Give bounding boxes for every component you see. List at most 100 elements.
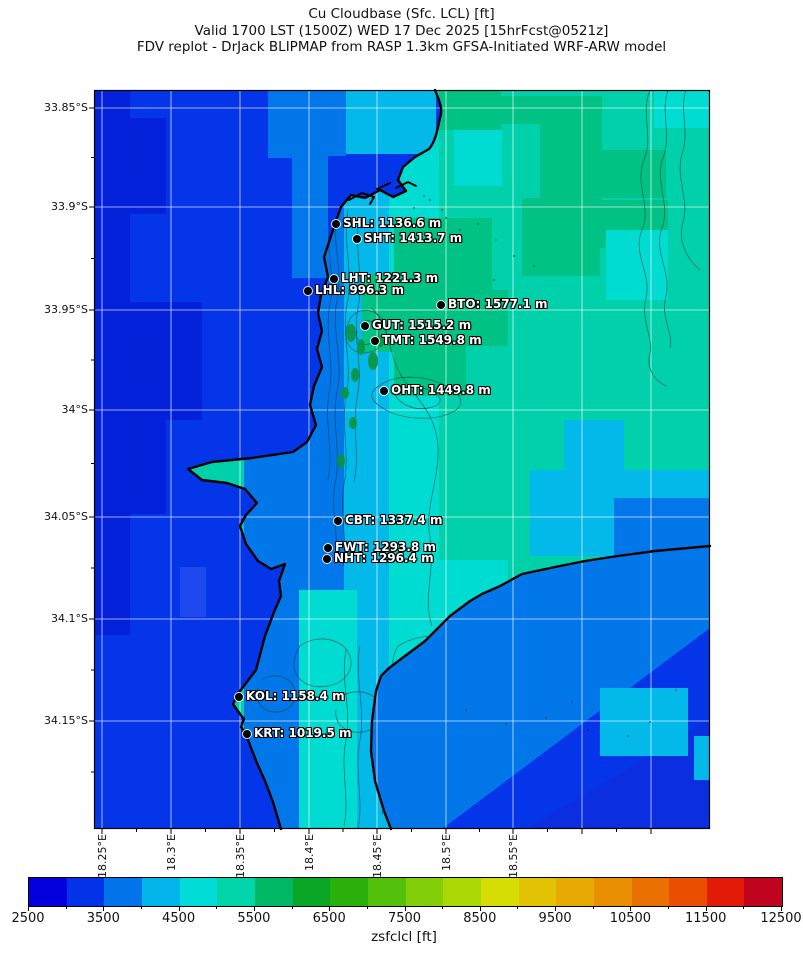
colorbar-minor-tick xyxy=(366,906,368,909)
station-label: BTO: 1577.1 m xyxy=(448,297,548,311)
colorbar-segment xyxy=(744,878,783,906)
axis-tick-marks xyxy=(89,107,652,834)
colorbar-minor-tick xyxy=(517,906,519,909)
colorbar-tick-label: 4500 xyxy=(162,911,196,926)
colorbar-minor-tick xyxy=(592,906,594,909)
colorbar-major-tick xyxy=(178,906,180,911)
lat-tick-label: 34°S xyxy=(61,403,88,416)
colorbar-tick-label: 6500 xyxy=(312,911,346,926)
colorbar-segment xyxy=(669,878,707,906)
colorbar-minor-tick xyxy=(442,906,444,909)
colorbar-tick-label: 5500 xyxy=(237,911,271,926)
lat-tick-label: 33.9°S xyxy=(51,200,88,213)
bay-grid-cells xyxy=(600,688,710,780)
colorbar-tick-label: 8500 xyxy=(463,911,497,926)
field-cell xyxy=(346,90,392,154)
station-label: LHT: 1221.3 m xyxy=(341,271,439,285)
colorbar-segment xyxy=(29,878,67,906)
ocean-grid-cells xyxy=(94,90,436,635)
colorbar xyxy=(28,877,783,907)
field-cell xyxy=(130,420,166,514)
station-label: TMT: 1549.8 m xyxy=(382,333,482,347)
high-terrain-patches xyxy=(337,324,384,468)
colorbar-major-tick xyxy=(253,906,255,911)
field-cell xyxy=(606,230,668,300)
field-cell xyxy=(454,130,502,186)
colorbar-segment xyxy=(518,878,557,906)
colorbar-tick-label: 2500 xyxy=(11,911,45,926)
colorbar-tick-label: 7500 xyxy=(387,911,422,926)
lat-tick-label: 34.1°S xyxy=(51,612,88,625)
colorbar-minor-tick xyxy=(668,906,670,909)
colorbar-segment xyxy=(66,878,105,906)
colorbar-major-tick xyxy=(479,906,481,911)
lon-tick-label: 18.25°E xyxy=(95,834,109,878)
colorbar-segment xyxy=(217,878,255,906)
station-label: KRT: 1019.5 m xyxy=(254,726,352,740)
colorbar-minor-tick xyxy=(65,906,67,909)
field-cell xyxy=(306,90,346,156)
station-label: GUT: 1515.2 m xyxy=(372,318,472,332)
colorbar-segment xyxy=(292,878,331,906)
colorbar-segment xyxy=(141,878,180,906)
colorbar-segment xyxy=(556,878,594,906)
plot-titles: Cu Cloudbase (Sfc. LCL) [ft] Valid 1700 … xyxy=(0,6,803,56)
colorbar-minor-tick xyxy=(291,906,293,909)
lat-tick-label: 34.05°S xyxy=(44,510,88,523)
lat-tick-label: 33.95°S xyxy=(44,303,88,316)
lat-tick-label: 33.85°S xyxy=(44,101,88,114)
colorbar-segment xyxy=(706,878,745,906)
plot-model-info: FDV replot - DrJack BLIPMAP from RASP 1.… xyxy=(136,39,667,55)
colorbar-major-tick xyxy=(630,906,632,911)
station-marker xyxy=(330,275,338,283)
station-marker xyxy=(323,555,331,563)
station-marker xyxy=(437,301,445,309)
colorbar-segment xyxy=(254,878,293,906)
colorbar-tick-label: 10500 xyxy=(609,911,652,926)
station-label: NHT: 1296.4 m xyxy=(334,551,434,565)
coastline xyxy=(186,88,712,831)
station-marker xyxy=(304,287,312,295)
field-cell xyxy=(439,90,501,130)
colorbar-minor-tick xyxy=(140,906,142,909)
field-cell xyxy=(654,90,710,128)
field-cell xyxy=(394,340,466,396)
colorbar-major-tick xyxy=(329,906,331,911)
station-marker xyxy=(353,235,361,243)
colorbar-major-tick xyxy=(103,906,105,911)
lon-tick-label: 18.55°E xyxy=(506,834,520,878)
station-label: OHT: 1449.8 m xyxy=(391,383,491,397)
colorbar-major-tick xyxy=(781,906,782,911)
station-marker xyxy=(334,517,342,525)
field-cell xyxy=(600,688,688,756)
colorbar-segment xyxy=(405,878,444,906)
station-marker xyxy=(243,730,251,738)
field-cell xyxy=(564,420,624,474)
station-marker xyxy=(361,322,369,330)
colorbar-major-tick xyxy=(555,906,557,911)
colorbar-major-tick xyxy=(404,906,406,911)
colorbar-segment xyxy=(593,878,632,906)
lon-tick-label: 18.45°E xyxy=(370,834,384,878)
colorbar-segment xyxy=(443,878,481,906)
field-cell xyxy=(600,150,666,198)
field-cell xyxy=(694,736,710,780)
cloudbase-field-map xyxy=(89,88,712,834)
field-cell xyxy=(299,590,357,829)
colorbar-minor-tick xyxy=(216,906,218,909)
colorbar-tick-label: 12500 xyxy=(760,911,802,926)
lon-tick-label: 18.4°E xyxy=(302,834,316,871)
station-label: SHT: 1413.7 m xyxy=(364,231,463,245)
colorbar-segment xyxy=(104,878,142,906)
colorbar-segment xyxy=(631,878,670,906)
field-cell xyxy=(446,290,508,346)
plot-title: Cu Cloudbase (Sfc. LCL) [ft] xyxy=(308,6,495,22)
lat-tick-label: 34.15°S xyxy=(44,714,88,727)
colorbar-minor-tick xyxy=(743,906,745,909)
terrain-speckles xyxy=(413,195,677,737)
station-label: LHL: 996.3 m xyxy=(315,283,404,297)
field-cell xyxy=(500,96,602,124)
colorbar-tick-label: 3500 xyxy=(86,911,120,926)
